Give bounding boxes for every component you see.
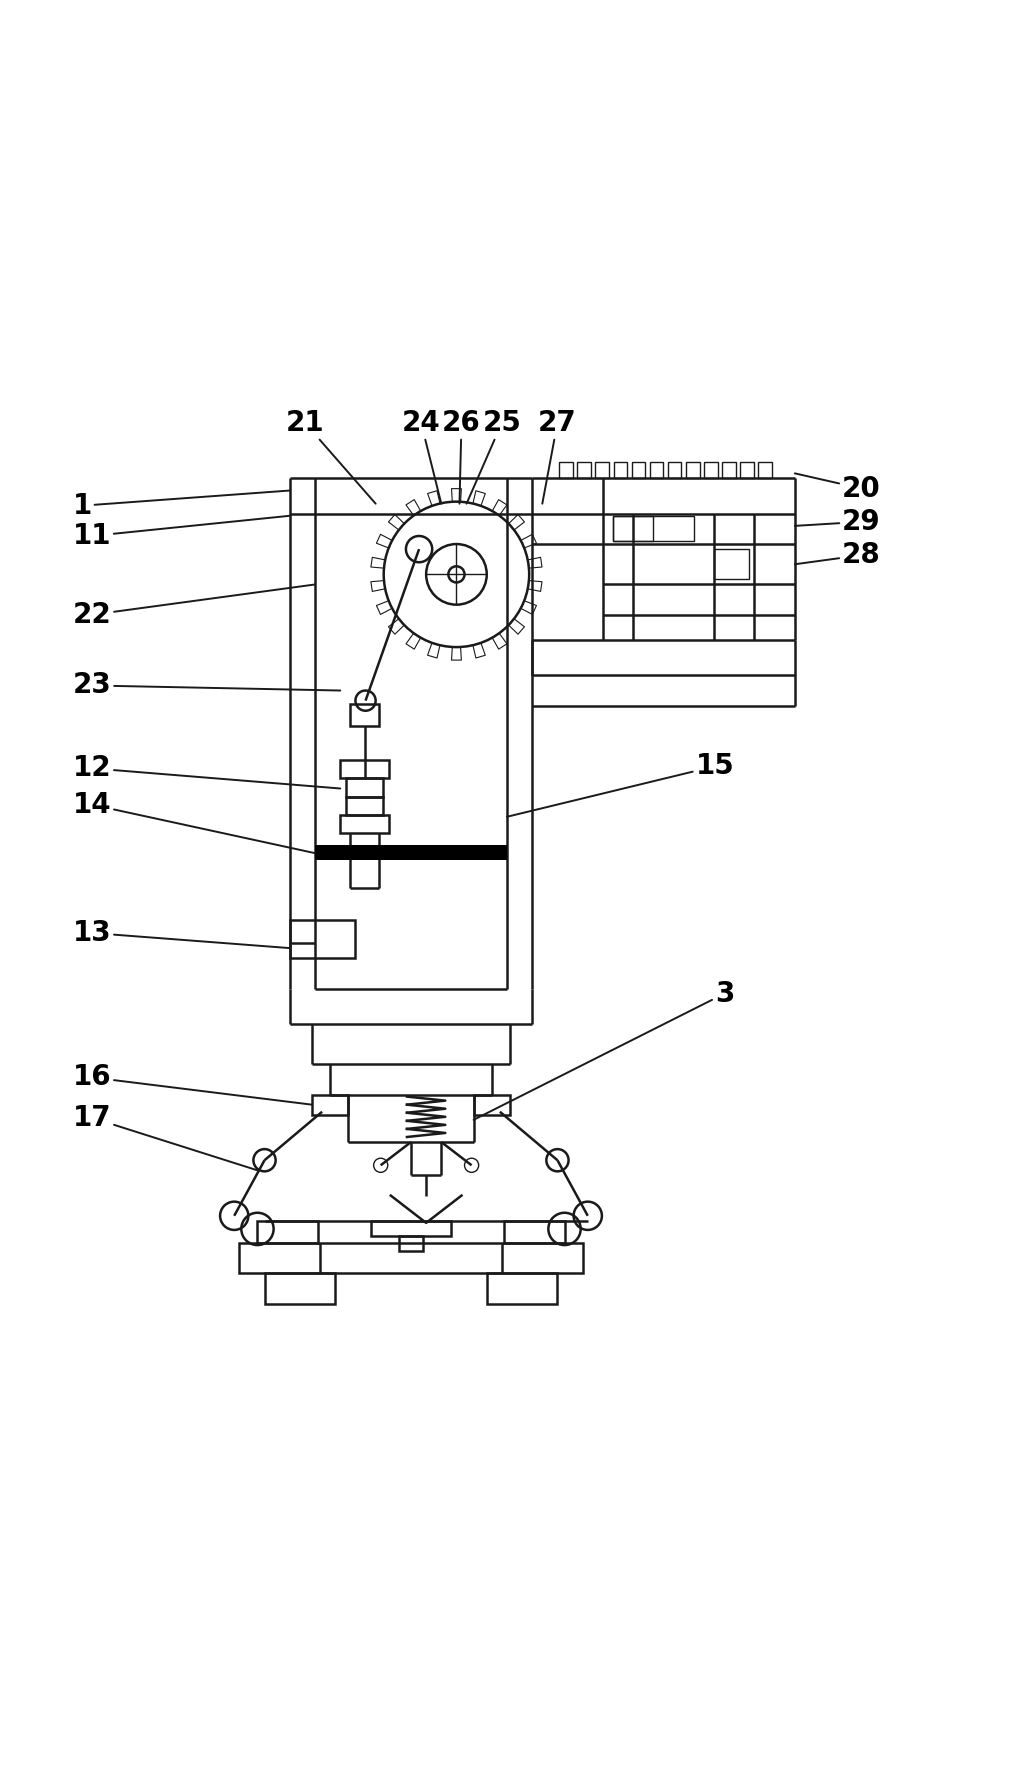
Bar bbox=[714, 548, 750, 579]
Text: 16: 16 bbox=[73, 1063, 312, 1104]
Text: 15: 15 bbox=[507, 753, 734, 817]
Text: 29: 29 bbox=[795, 508, 881, 536]
Bar bbox=[346, 797, 383, 815]
Bar bbox=[346, 779, 383, 797]
Bar bbox=[668, 462, 681, 479]
Bar bbox=[486, 1273, 557, 1303]
Bar bbox=[257, 1221, 318, 1242]
Bar bbox=[340, 815, 389, 832]
Text: 11: 11 bbox=[73, 517, 290, 550]
Bar bbox=[264, 1273, 335, 1303]
Bar bbox=[705, 462, 718, 479]
Bar bbox=[722, 462, 735, 479]
Bar bbox=[613, 462, 627, 479]
Text: 27: 27 bbox=[538, 408, 577, 504]
Bar bbox=[613, 517, 653, 541]
Bar bbox=[759, 462, 772, 479]
Text: 25: 25 bbox=[467, 408, 521, 504]
Text: 3: 3 bbox=[474, 980, 734, 1120]
Text: 22: 22 bbox=[73, 584, 315, 628]
Bar bbox=[399, 1235, 423, 1251]
Bar bbox=[315, 845, 507, 861]
Bar bbox=[290, 919, 355, 959]
Bar bbox=[632, 462, 645, 479]
Text: 21: 21 bbox=[286, 408, 376, 504]
Bar bbox=[350, 703, 379, 726]
Text: 23: 23 bbox=[73, 671, 340, 699]
Text: 17: 17 bbox=[73, 1104, 257, 1170]
Bar bbox=[578, 462, 591, 479]
Bar bbox=[504, 1221, 564, 1242]
Bar bbox=[240, 1242, 583, 1273]
Bar bbox=[740, 462, 754, 479]
Bar bbox=[559, 462, 572, 479]
Bar bbox=[371, 1221, 452, 1235]
Bar bbox=[312, 1095, 348, 1115]
Bar bbox=[474, 1095, 510, 1115]
Text: 14: 14 bbox=[73, 790, 315, 854]
Bar bbox=[613, 517, 694, 541]
Text: 12: 12 bbox=[73, 754, 340, 788]
Text: 13: 13 bbox=[73, 919, 290, 948]
Text: 26: 26 bbox=[442, 408, 481, 504]
Bar bbox=[596, 462, 609, 479]
Text: 1: 1 bbox=[73, 490, 290, 520]
Text: 20: 20 bbox=[795, 474, 881, 502]
Bar bbox=[686, 462, 699, 479]
Bar bbox=[650, 462, 664, 479]
Bar bbox=[340, 760, 389, 779]
Text: 28: 28 bbox=[795, 541, 881, 570]
Text: 24: 24 bbox=[401, 408, 441, 504]
